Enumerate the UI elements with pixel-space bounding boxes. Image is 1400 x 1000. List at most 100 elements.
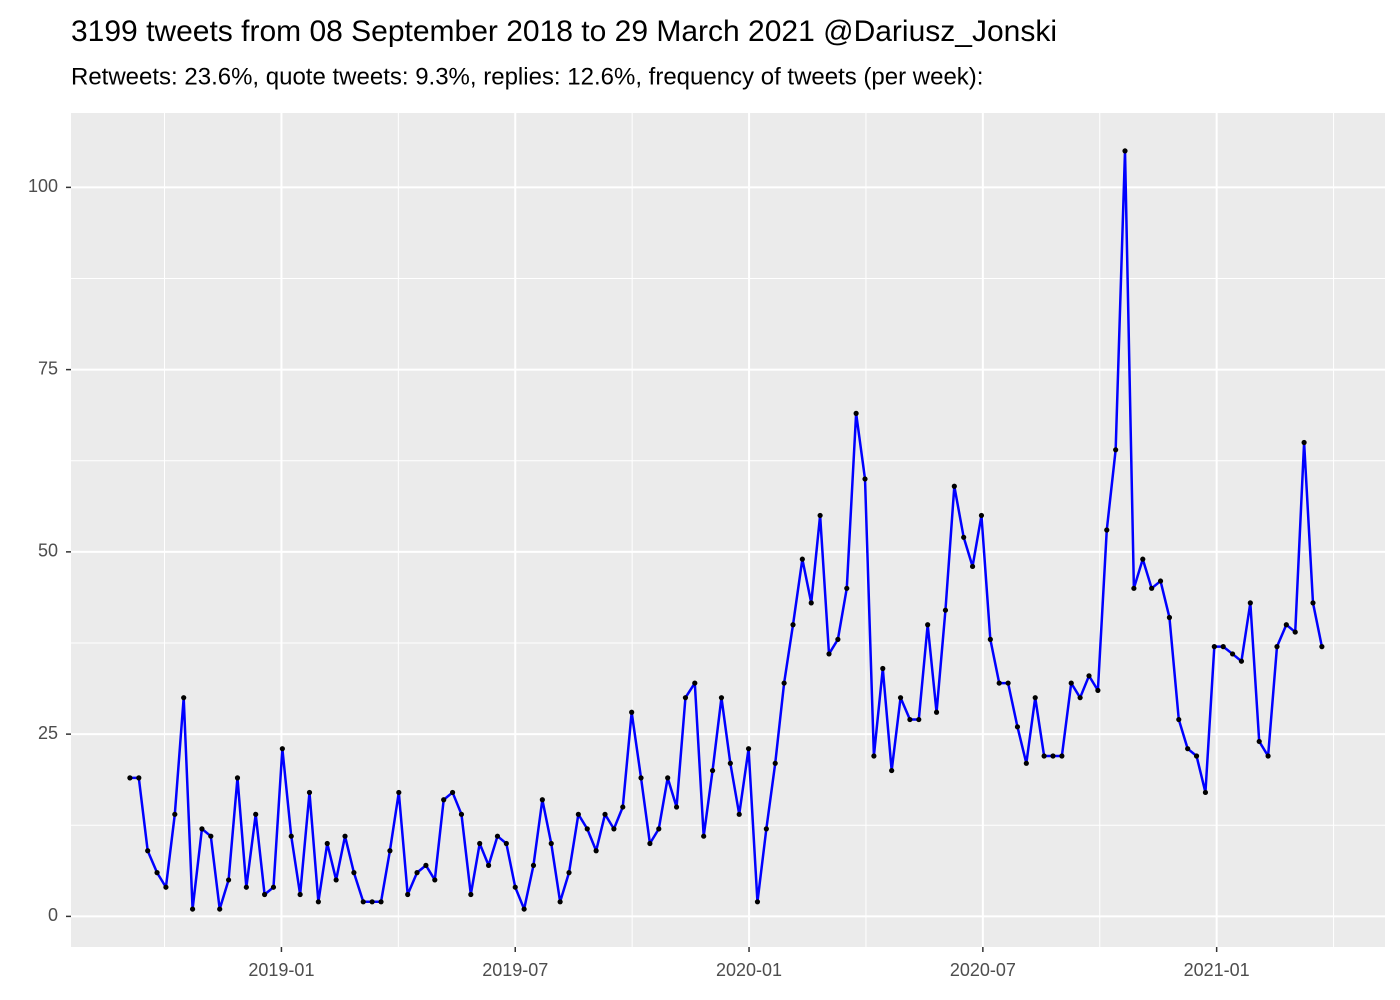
data-point — [871, 753, 877, 759]
data-point — [1050, 753, 1056, 759]
data-point — [199, 826, 205, 832]
data-point — [1247, 600, 1253, 606]
data-point — [951, 483, 957, 489]
data-point — [1185, 746, 1191, 752]
data-point — [1265, 753, 1271, 759]
data-point — [217, 906, 223, 912]
data-point — [1283, 622, 1289, 628]
data-point — [181, 695, 187, 701]
data-point — [978, 512, 985, 519]
data-point — [826, 651, 832, 657]
data-point — [1256, 738, 1262, 745]
data-point — [593, 848, 599, 854]
x-tick-label: 2019-07 — [482, 960, 548, 980]
data-point — [835, 636, 841, 642]
data-point — [897, 695, 904, 701]
data-line — [129, 149, 1324, 911]
data-point — [458, 811, 465, 817]
data-point — [629, 709, 635, 715]
data-point — [754, 899, 761, 905]
data-point — [163, 884, 169, 890]
data-point — [1095, 687, 1101, 693]
data-point — [145, 848, 151, 854]
data-point — [1086, 673, 1092, 679]
data-point — [189, 906, 196, 912]
data-point — [575, 811, 581, 817]
data-point — [1077, 695, 1083, 701]
data-point — [736, 811, 742, 817]
y-tick-label: 75 — [38, 358, 58, 378]
x-tick-label: 2019-01 — [248, 960, 314, 980]
data-point — [548, 840, 554, 847]
x-tick-label: 2020-01 — [716, 960, 782, 980]
data-point — [987, 636, 993, 642]
y-tick-label: 25 — [38, 723, 58, 743]
data-point — [933, 709, 940, 715]
data-point — [154, 870, 160, 876]
data-point — [396, 789, 402, 796]
chart-title: 3199 tweets from 08 September 2018 to 29… — [71, 15, 1057, 48]
data-point — [862, 476, 868, 482]
data-point — [673, 804, 680, 810]
data-point — [253, 811, 259, 817]
data-point — [127, 775, 133, 781]
data-point — [1014, 724, 1021, 730]
data-point — [781, 680, 787, 686]
data-point — [656, 826, 662, 832]
data-point — [1292, 629, 1298, 635]
data-point — [647, 840, 653, 847]
data-point — [889, 767, 895, 774]
data-point — [1104, 527, 1110, 533]
data-point — [1032, 695, 1038, 701]
data-point — [844, 585, 850, 591]
data-point — [1238, 658, 1245, 664]
data-point — [405, 891, 411, 898]
data-point — [378, 899, 384, 905]
data-point — [512, 884, 518, 890]
data-point — [1301, 439, 1307, 446]
data-point — [1202, 789, 1209, 796]
y-tick-label: 50 — [38, 541, 58, 561]
data-point — [1122, 148, 1128, 154]
data-point — [468, 891, 474, 898]
data-point — [692, 680, 698, 686]
data-point — [369, 899, 375, 905]
chart-subtitle: Retweets: 23.6%, quote tweets: 9.3%, rep… — [71, 63, 983, 90]
data-point — [360, 899, 366, 905]
data-point — [306, 789, 313, 796]
data-point — [853, 410, 859, 416]
y-tick-label: 0 — [48, 905, 58, 925]
data-point — [718, 695, 725, 701]
data-point — [208, 833, 214, 839]
data-point — [261, 891, 268, 898]
data-point — [916, 716, 922, 723]
data-point — [234, 775, 241, 781]
data-point — [727, 760, 733, 766]
data-point — [620, 804, 626, 810]
data-point — [602, 811, 608, 817]
data-point — [584, 826, 590, 832]
data-point — [494, 833, 501, 839]
data-point — [907, 716, 913, 723]
plot-panel — [71, 113, 1385, 947]
data-point — [709, 767, 716, 774]
data-point — [172, 811, 178, 817]
data-point — [270, 884, 277, 890]
data-point — [423, 862, 429, 868]
data-point — [432, 877, 438, 883]
data-point — [477, 840, 483, 847]
data-point — [243, 884, 249, 890]
data-point — [1149, 585, 1155, 591]
y-tick-label: 100 — [28, 176, 58, 196]
data-point — [745, 746, 752, 752]
data-point — [485, 862, 492, 868]
data-point — [808, 600, 814, 606]
x-tick-label: 2020-07 — [950, 960, 1016, 980]
data-point — [925, 622, 931, 628]
data-point — [611, 826, 617, 832]
data-point — [969, 563, 976, 570]
data-point — [279, 746, 285, 752]
data-point — [817, 512, 823, 519]
data-point — [297, 891, 303, 898]
data-point — [539, 797, 545, 803]
